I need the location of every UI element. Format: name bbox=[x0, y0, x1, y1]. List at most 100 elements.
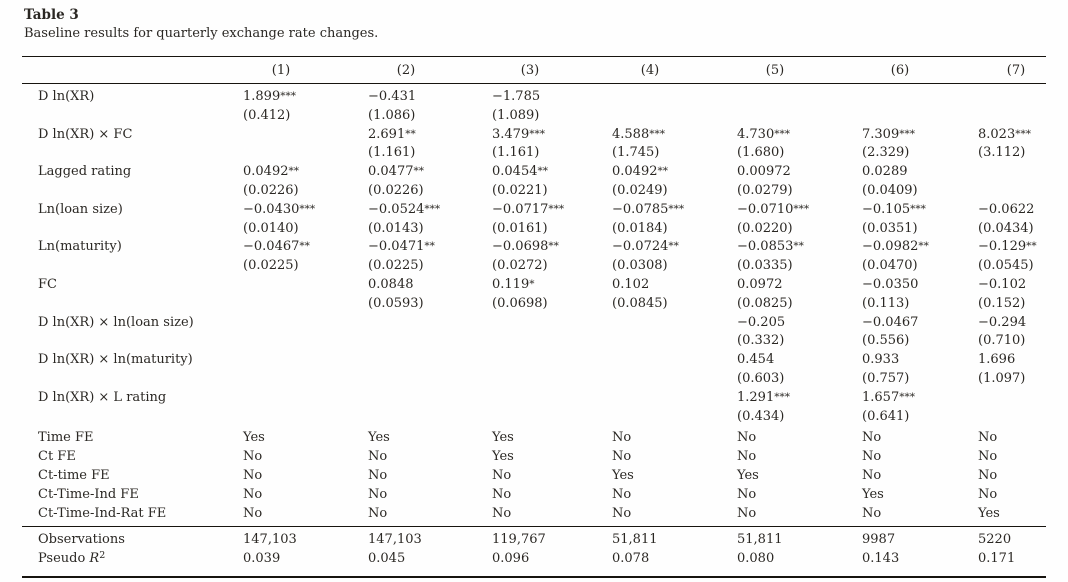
significance-stars: ** bbox=[424, 240, 435, 253]
fixed-effect-row: Ct-Time-Ind FE No No No No No Yes No bbox=[22, 486, 1046, 505]
estimate-cell: −0.0430*** bbox=[243, 201, 316, 217]
stderr-cell: (0.0825) bbox=[737, 295, 793, 311]
stderr-cell: (0.0470) bbox=[862, 258, 918, 274]
fe-cell: No bbox=[368, 467, 388, 483]
fe-cell: No bbox=[492, 486, 512, 502]
row-label: D ln(XR) × L rating bbox=[38, 389, 167, 405]
stat-cell: 51,811 bbox=[612, 526, 737, 551]
row-label: Ln(maturity) bbox=[38, 239, 122, 255]
stderr-cell bbox=[978, 408, 1046, 427]
significance-stars: ** bbox=[668, 240, 679, 253]
estimate-cell bbox=[243, 389, 368, 408]
estimate-cell: −0.0717*** bbox=[492, 201, 565, 217]
fe-cell: No bbox=[978, 467, 998, 483]
stderr-cell bbox=[243, 408, 368, 427]
stderr-cell bbox=[862, 107, 978, 126]
column-header: (4) bbox=[612, 56, 737, 84]
fe-cell: No bbox=[368, 486, 388, 502]
estimate-cell: −0.294 bbox=[978, 314, 1027, 330]
stderr-cell: (1.097) bbox=[978, 370, 1026, 386]
stderr-cell: (0.152) bbox=[978, 295, 1026, 311]
estimate-cell: −0.431 bbox=[368, 89, 417, 104]
row-label: D ln(XR) × ln(maturity) bbox=[38, 352, 193, 368]
stderr-cell bbox=[612, 370, 737, 389]
stderr-cell bbox=[368, 332, 492, 351]
stderr-cell: (0.0279) bbox=[737, 182, 793, 198]
estimate-cell bbox=[492, 314, 612, 333]
row-label bbox=[22, 295, 243, 314]
stderr-row: (0.332) (0.556) (0.710) bbox=[22, 332, 1046, 351]
coefficient-row: Lagged rating 0.0492** 0.0477** 0.0454** 0.0… bbox=[22, 163, 1046, 182]
stderr-cell: (0.0545) bbox=[978, 258, 1034, 274]
estimate-cell: −1.785 bbox=[492, 89, 541, 104]
significance-stars: ** bbox=[793, 240, 804, 253]
stderr-cell: (0.0698) bbox=[492, 295, 548, 311]
stderr-cell bbox=[492, 332, 612, 351]
estimate-cell: 0.0972 bbox=[737, 276, 783, 292]
fe-cell: Yes bbox=[243, 430, 265, 446]
estimate-cell: 1.696 bbox=[978, 352, 1016, 368]
stderr-cell: (0.0143) bbox=[368, 220, 424, 236]
fe-cell: No bbox=[243, 449, 263, 465]
stderr-cell: (0.0226) bbox=[243, 182, 299, 198]
fe-cell: No bbox=[862, 467, 882, 483]
estimate-cell bbox=[612, 314, 737, 333]
row-label: Pseudo R2 bbox=[38, 550, 106, 567]
stderr-cell: (1.745) bbox=[612, 145, 660, 161]
significance-stars: ** bbox=[918, 240, 929, 253]
row-label: D ln(XR) × ln(loan size) bbox=[38, 314, 194, 330]
estimate-cell bbox=[368, 314, 492, 333]
fe-cell: Yes bbox=[737, 467, 759, 483]
fe-cell: No bbox=[612, 505, 632, 521]
estimate-cell bbox=[368, 389, 492, 408]
stderr-cell: (0.0845) bbox=[612, 295, 668, 311]
coefficient-row: D ln(XR) 1.899*** −0.431 −1.785 bbox=[22, 84, 1046, 107]
fixed-effect-row: Ct-time FE No No No Yes Yes No No bbox=[22, 467, 1046, 486]
significance-stars: *** bbox=[774, 390, 790, 403]
stat-cell: 0.096 bbox=[492, 551, 530, 567]
stderr-cell: (0.757) bbox=[862, 370, 910, 386]
stderr-row: (0.412) (1.086) (1.089) bbox=[22, 107, 1046, 126]
significance-stars: *** bbox=[910, 202, 926, 215]
column-header-label: (6) bbox=[890, 62, 910, 78]
fe-cell: Yes bbox=[978, 505, 1000, 521]
estimate-cell bbox=[862, 84, 978, 107]
fe-cell: Yes bbox=[368, 430, 390, 446]
stderr-row: (0.0226) (0.0226) (0.0221) (0.0249) (0.0279)… bbox=[22, 182, 1046, 201]
stderr-cell: (1.161) bbox=[368, 145, 416, 161]
table-header: (1) (2) (3) (4) (5) (6) (7) bbox=[22, 56, 1046, 84]
stat-cell: 9987 bbox=[862, 526, 978, 551]
stderr-cell: (0.0351) bbox=[862, 220, 918, 236]
estimate-cell bbox=[492, 389, 612, 408]
fe-cell: No bbox=[368, 505, 388, 521]
significance-stars: ** bbox=[405, 127, 416, 140]
column-header-label: (1) bbox=[271, 62, 291, 78]
significance-stars: *** bbox=[899, 390, 915, 403]
column-header-row: (1) (2) (3) (4) (5) (6) (7) bbox=[22, 56, 1046, 84]
stderr-cell: (0.0161) bbox=[492, 220, 548, 236]
fe-cell: No bbox=[862, 430, 882, 446]
stderr-row: (0.0225) (0.0225) (0.0272) (0.0308) (0.0335)… bbox=[22, 257, 1046, 276]
stderr-cell: (0.0226) bbox=[368, 182, 424, 198]
significance-stars: ** bbox=[548, 240, 559, 253]
estimate-cell: −0.0350 bbox=[862, 276, 919, 292]
estimate-cell: −0.0622 bbox=[978, 201, 1035, 217]
stat-cell: 147,103 bbox=[243, 526, 368, 551]
stderr-row: (0.603) (0.757) (1.097) bbox=[22, 370, 1046, 389]
row-label: Ct-Time-Ind-Rat FE bbox=[38, 505, 167, 521]
fe-cell: No bbox=[978, 430, 998, 446]
fe-cell: No bbox=[862, 505, 882, 521]
column-header: (7) bbox=[978, 56, 1046, 84]
fixed-effect-row: Ct-Time-Ind-Rat FE No No No No No No Yes bbox=[22, 505, 1046, 527]
column-header: (3) bbox=[492, 56, 612, 84]
estimate-cell: −0.0724** bbox=[612, 239, 679, 255]
coefficient-row: FC 0.0848 0.119* 0.102 0.0972 −0.0350 −0.102 bbox=[22, 276, 1046, 295]
stderr-row: (0.434) (0.641) bbox=[22, 408, 1046, 427]
estimate-cell: −0.0785*** bbox=[612, 201, 685, 217]
stderr-cell bbox=[737, 107, 862, 126]
estimate-cell bbox=[243, 126, 368, 145]
stat-cell: 0.045 bbox=[368, 551, 406, 567]
estimate-cell: −0.0524*** bbox=[368, 201, 441, 217]
estimate-cell bbox=[243, 314, 368, 333]
